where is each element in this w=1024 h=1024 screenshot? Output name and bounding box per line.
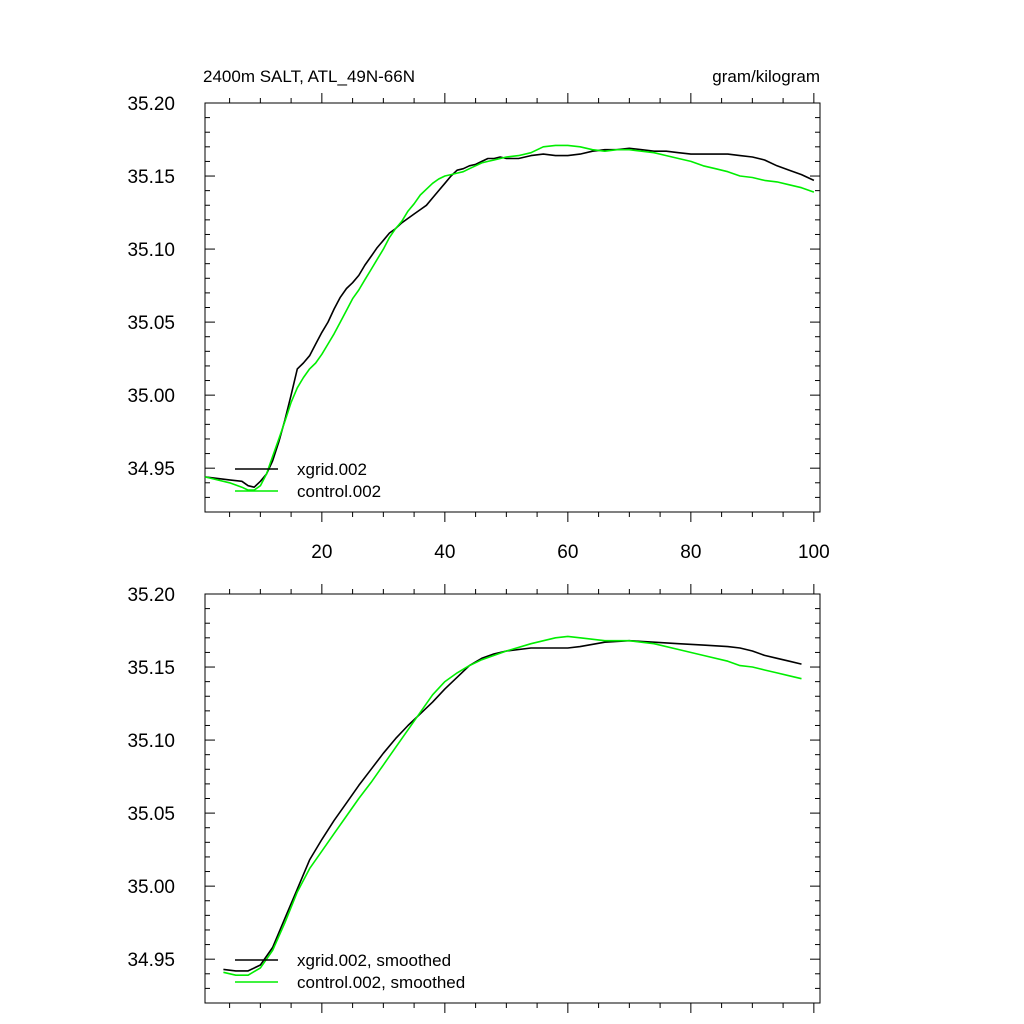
y-tick-label: 35.20 — [127, 94, 175, 115]
chart-panel-2: 35.20 35.15 35.10 35.05 35.00 34.95 xgrid.002,… — [127, 584, 821, 1013]
x-tick-label: 80 — [680, 542, 701, 563]
y-tick-label: 35.00 — [127, 386, 175, 407]
y-tick-label: 34.95 — [127, 459, 175, 480]
chart-title: 2400m SALT, ATL_49N-66N — [203, 67, 415, 86]
chart-units: gram/kilogram — [712, 67, 820, 86]
x-tick-label: 40 — [434, 542, 455, 563]
series-line-xgrid — [204, 147, 815, 489]
y-tick-label: 35.05 — [127, 804, 175, 825]
plot-frame — [204, 593, 821, 1004]
y-tick-label: 35.00 — [127, 877, 175, 898]
y-tick-label: 35.10 — [127, 731, 175, 752]
legend-label: control.002, smoothed — [297, 973, 465, 992]
panels: 35.20 35.15 35.10 35.05 35.00 34.95 20 40 60 80 10… — [127, 93, 830, 1013]
y-tick-label: 35.15 — [127, 658, 175, 679]
legend-label: control.002 — [297, 482, 381, 501]
plot-frame — [204, 102, 821, 513]
y-tick-label: 35.05 — [127, 313, 175, 334]
series-line-xgrid — [223, 639, 802, 972]
chart-panel-1: 35.20 35.15 35.10 35.05 35.00 34.95 20 40 60 80 10… — [127, 93, 830, 563]
legend-label: xgrid.002 — [297, 460, 367, 479]
x-tick-label: 20 — [311, 542, 332, 563]
y-tick-label: 34.95 — [127, 950, 175, 971]
legend-label: xgrid.002, smoothed — [297, 951, 451, 970]
x-tick-label: 60 — [557, 542, 578, 563]
series-line-control — [204, 144, 815, 491]
y-tick-label: 35.10 — [127, 240, 175, 261]
y-tick-label: 35.15 — [127, 167, 175, 188]
x-tick-label: 100 — [798, 542, 830, 563]
series-line-control — [223, 635, 802, 977]
y-tick-label: 35.20 — [127, 585, 175, 606]
